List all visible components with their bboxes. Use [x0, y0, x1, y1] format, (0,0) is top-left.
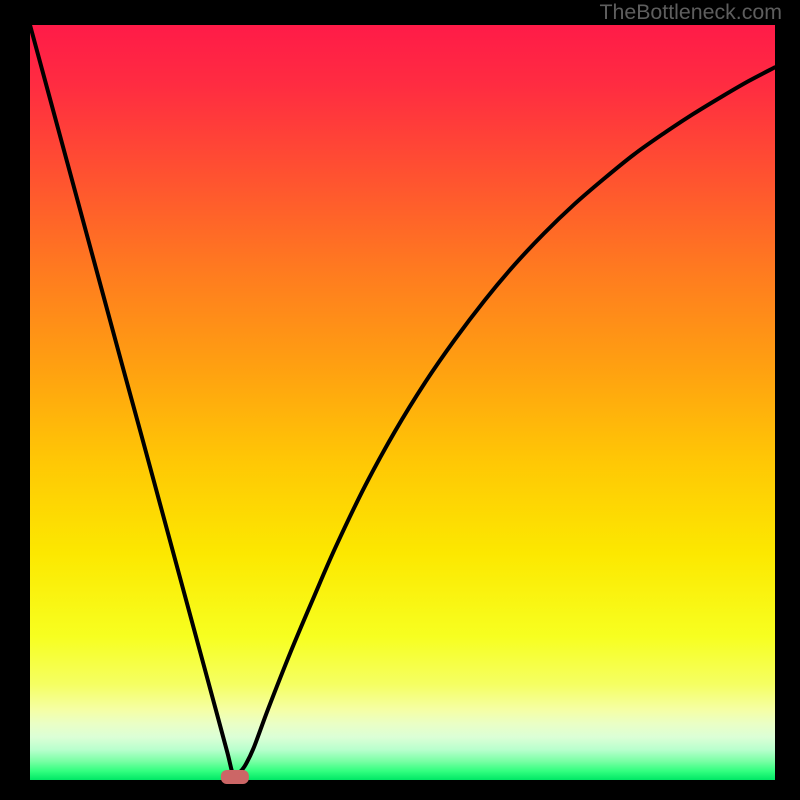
- watermark-text: TheBottleneck.com: [599, 0, 782, 25]
- gradient-background: [30, 25, 775, 780]
- bottleneck-chart: [0, 0, 800, 800]
- chart-stage: TheBottleneck.com: [0, 0, 800, 800]
- optimum-marker: [221, 770, 249, 784]
